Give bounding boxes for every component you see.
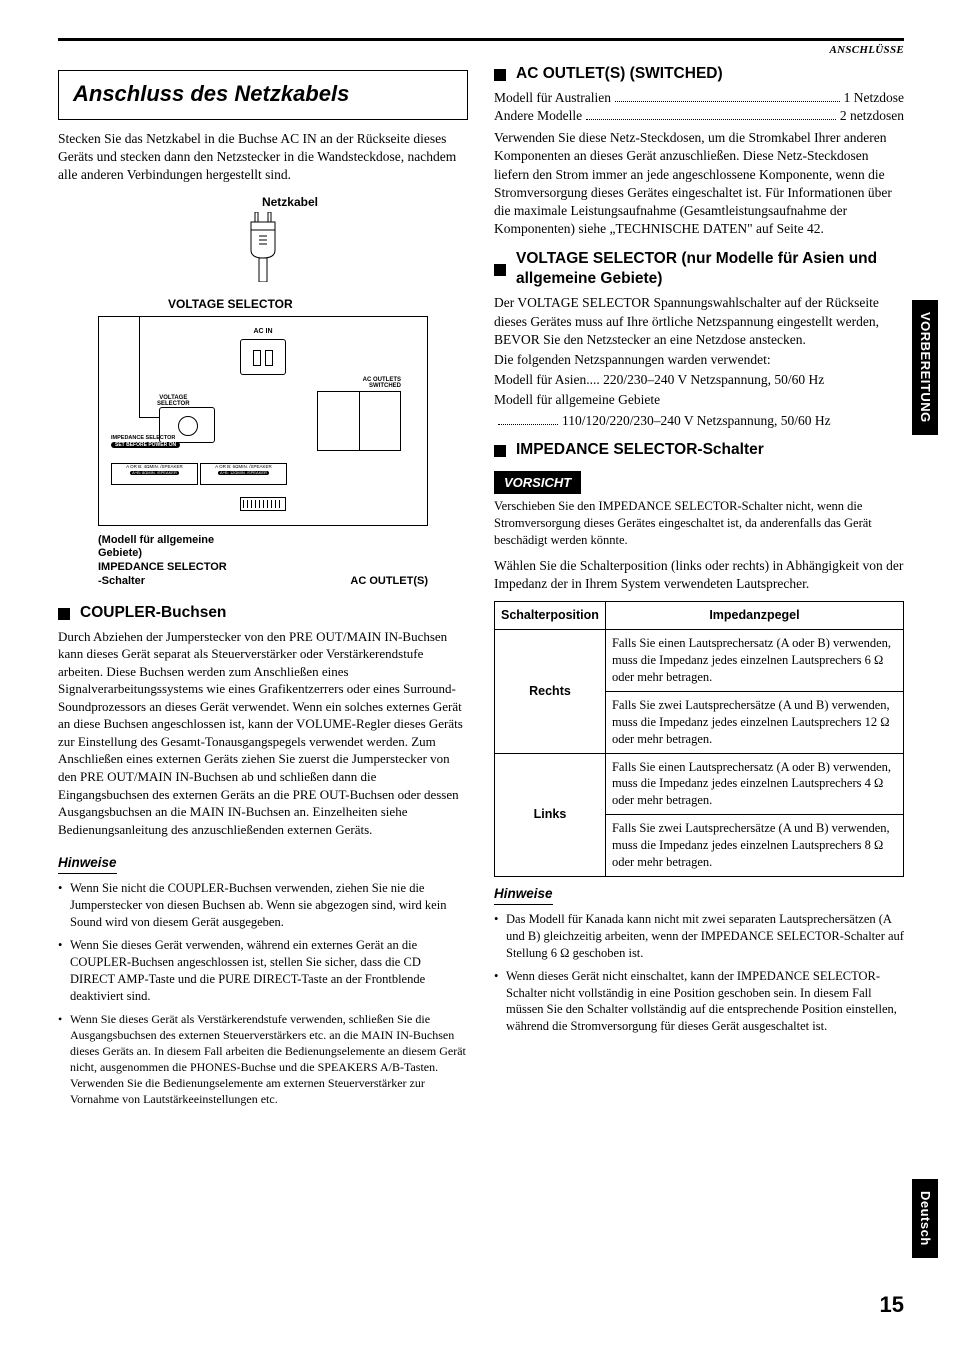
intro-paragraph: Stecken Sie das Netzkabel in die Buchse … (58, 130, 468, 185)
ac-row-1-l: Modell für Australien (494, 89, 611, 107)
cell-rechts-1: Falls Sie einen Lautsprechersatz (A oder… (605, 630, 903, 692)
vs-row: 110/120/220/230–240 V Netzspannung, 50/6… (494, 412, 904, 430)
speaker-terminal-row: A OR B: 4ΩMIN. /SPEAKERA+B: 8ΩMIN. /SPEA… (111, 463, 287, 485)
imp-body: Wählen Sie die Schalterposition (links o… (494, 557, 904, 593)
vs-row-r: 110/120/220/230–240 V Netzspannung, 50/6… (562, 412, 831, 430)
right-column: AC OUTLET(S) (SWITCHED) Modell für Austr… (494, 64, 904, 1114)
coupler-heading-text: COUPLER-Buchsen (80, 603, 226, 624)
imp-warning: Verschieben Sie den IMPEDANCE SELECTOR-S… (494, 498, 904, 549)
ac-outlets-heading: AC OUTLET(S) (SWITCHED) (494, 64, 904, 85)
vs-body-3: Modell für Asien.... 220/230–240 V Netzs… (494, 371, 904, 389)
cell-rechts-2: Falls Sie zwei Lautsprechersätze (A und … (605, 691, 903, 753)
imp-heading: IMPEDANCE SELECTOR-Schalter (494, 440, 904, 461)
cell-pos-rechts: Rechts (495, 630, 606, 753)
list-item: Wenn Sie dieses Gerät als Verstärkerends… (58, 1011, 468, 1108)
cell-pos-links: Links (495, 753, 606, 876)
title-box: Anschluss des Netzkabels (58, 70, 468, 120)
diagram-captions: (Modell für allgemeine Gebiete) IMPEDANC… (98, 534, 428, 589)
square-bullet-icon (494, 69, 506, 81)
side-tab-deutsch: Deutsch (912, 1179, 938, 1258)
caption-imp-2: -Schalter (98, 575, 145, 587)
coupler-heading: COUPLER-Buchsen (58, 603, 468, 624)
table-row: Rechts Falls Sie einen Lautsprechersatz … (495, 630, 904, 692)
left-column: Anschluss des Netzkabels Stecken Sie das… (58, 64, 468, 1114)
hinweise-label-right: Hinweise (494, 885, 553, 905)
side-tab-vorbereitung: VORBEREITUNG (912, 300, 938, 435)
page-number: 15 (880, 1290, 904, 1320)
ac-row-2: Andere Modelle 2 netzdosen (494, 107, 904, 125)
th-position: Schalterposition (495, 602, 606, 630)
plug-icon (241, 212, 285, 282)
vs-body-1: Der VOLTAGE SELECTOR Spannungswahlschalt… (494, 294, 904, 349)
th-level: Impedanzpegel (605, 602, 903, 630)
vs-heading-text: VOLTAGE SELECTOR (nur Modelle für Asien … (516, 249, 904, 291)
caption-model: (Modell für allgemeine Gebiete) (98, 534, 214, 560)
coupler-notes-list: Wenn Sie nicht die COUPLER-Buchsen verwe… (58, 880, 468, 1107)
ac-row-1: Modell für Australien 1 Netzdose (494, 89, 904, 107)
list-item: Wenn dieses Gerät nicht einschaltet, kan… (494, 968, 904, 1036)
ac-row-2-r: 2 netzdosen (840, 107, 904, 125)
ac-row-1-r: 1 Netzdose (844, 89, 904, 107)
dot-leader (586, 119, 836, 120)
ac-body: Verwenden Sie diese Netz-Steckdosen, um … (494, 129, 904, 238)
caption-imp-1: IMPEDANCE SELECTOR (98, 561, 227, 573)
caution-badge: VORSICHT (494, 471, 581, 495)
vs-diagram-label: VOLTAGE SELECTOR (98, 296, 428, 312)
table-row: Links Falls Sie einen Lautsprechersatz (… (495, 753, 904, 815)
square-bullet-icon (494, 445, 506, 457)
impedance-table: Schalterposition Impedanzpegel Rechts Fa… (494, 601, 904, 876)
dot-leader (498, 424, 558, 425)
imp-heading-text: IMPEDANCE SELECTOR-Schalter (516, 440, 764, 461)
cell-links-2: Falls Sie zwei Lautsprechersätze (A und … (605, 815, 903, 877)
acin-socket-icon (240, 339, 286, 375)
cell-links-1: Falls Sie einen Lautsprechersatz (A oder… (605, 753, 903, 815)
vs-body-2: Die folgenden Netzspannungen warden verw… (494, 351, 904, 369)
square-bullet-icon (58, 608, 70, 620)
imp-selector-label: IMPEDANCE SELECTOR SET BEFORE POWER ON (111, 435, 180, 449)
vsbox-label: VOLTAGESELECTOR (157, 395, 190, 408)
acin-label: AC IN (253, 327, 272, 336)
right-notes-list: Das Modell für Kanada kann nicht mit zwe… (494, 911, 904, 1035)
vent-icon (240, 497, 286, 511)
two-column-layout: Anschluss des Netzkabels Stecken Sie das… (58, 64, 904, 1114)
list-item: Das Modell für Kanada kann nicht mit zwe… (494, 911, 904, 962)
cord-label: Netzkabel (98, 194, 428, 210)
table-header-row: Schalterposition Impedanzpegel (495, 602, 904, 630)
top-rule (58, 38, 904, 41)
page-title: Anschluss des Netzkabels (73, 79, 453, 109)
list-item: Wenn Sie dieses Gerät verwenden, während… (58, 937, 468, 1005)
vs-body-4: Modell für allgemeine Gebiete (494, 391, 904, 409)
rear-panel-box: AC IN AC OUTLETSSWITCHED VOLTAGESELECTOR… (98, 316, 428, 526)
ac-heading-text: AC OUTLET(S) (SWITCHED) (516, 64, 723, 85)
section-header-text: ANSCHLÜSSE (829, 43, 904, 58)
ac-row-2-l: Andere Modelle (494, 107, 582, 125)
square-bullet-icon (494, 264, 506, 276)
coupler-body: Durch Abziehen der Jumperstecker von den… (58, 628, 468, 839)
list-item: Wenn Sie nicht die COUPLER-Buchsen verwe… (58, 880, 468, 931)
outlets-label: AC OUTLETSSWITCHED (317, 377, 401, 390)
vs-heading: VOLTAGE SELECTOR (nur Modelle für Asien … (494, 249, 904, 291)
rear-panel-diagram: Netzkabel VOLTAGE SELECTOR AC IN AC OUTL… (98, 194, 428, 589)
dot-leader (615, 101, 840, 102)
hinweise-label-left: Hinweise (58, 854, 117, 874)
outlets-icon (317, 391, 401, 451)
section-header: ANSCHLÜSSE (58, 43, 904, 58)
caption-outlets: AC OUTLET(S) (350, 574, 428, 589)
